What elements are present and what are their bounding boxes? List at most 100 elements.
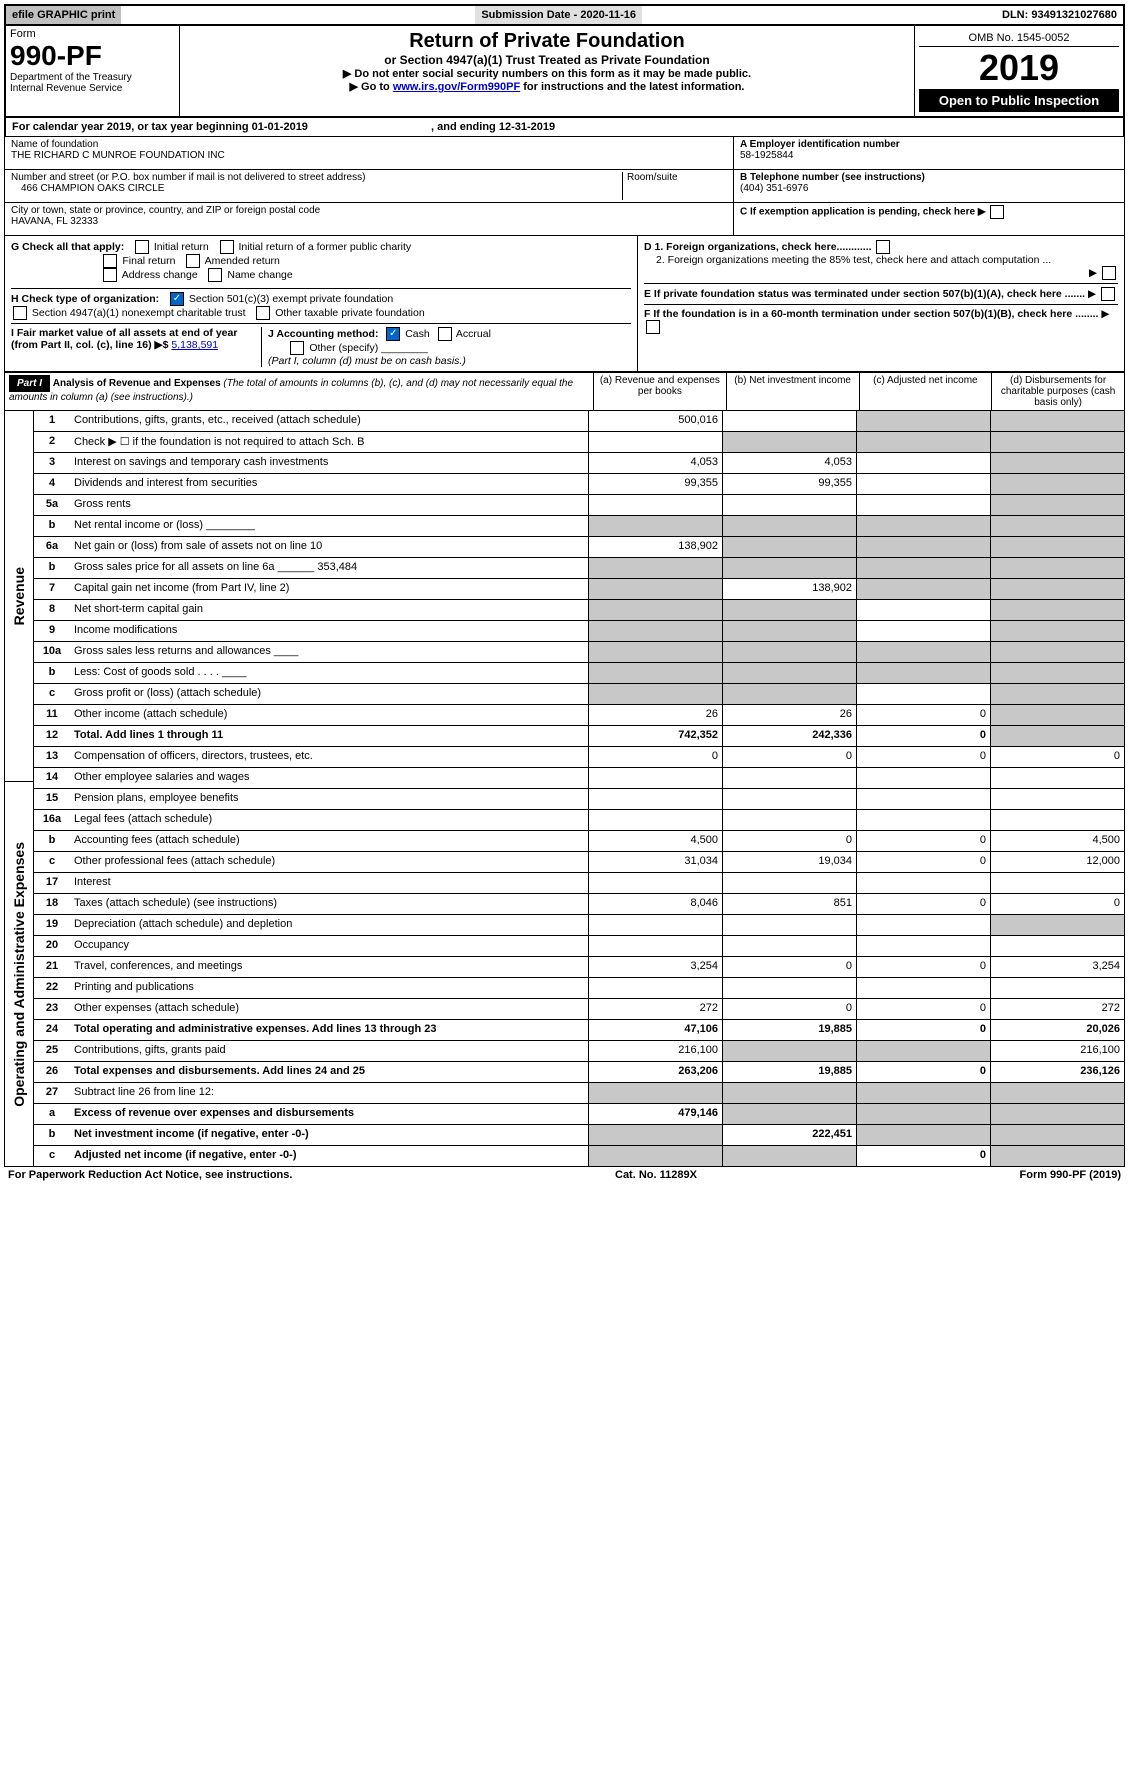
- cell-d: [990, 642, 1124, 662]
- line-number: 14: [34, 768, 70, 788]
- cell-a: 216,100: [588, 1041, 722, 1061]
- cell-c: 0: [856, 831, 990, 851]
- col-b-header: (b) Net investment income: [726, 373, 859, 410]
- cell-d: [990, 1083, 1124, 1103]
- f-60month: F If the foundation is in a 60-month ter…: [644, 304, 1118, 334]
- line-label: Dividends and interest from securities: [70, 474, 588, 494]
- efile-print[interactable]: efile GRAPHIC print: [6, 6, 121, 24]
- paperwork-notice: For Paperwork Reduction Act Notice, see …: [8, 1169, 292, 1181]
- cell-b: 0: [722, 999, 856, 1019]
- cell-a: 3,254: [588, 957, 722, 977]
- dln-number: DLN: 93491321027680: [996, 6, 1123, 24]
- line-label: Depreciation (attach schedule) and deple…: [70, 915, 588, 935]
- cell-d: [990, 810, 1124, 830]
- line-label: Interest on savings and temporary cash i…: [70, 453, 588, 473]
- cell-d: [990, 600, 1124, 620]
- amended-return-cb[interactable]: [186, 254, 200, 268]
- cell-d: [990, 432, 1124, 452]
- line-label: Less: Cost of goods sold . . . . ____: [70, 663, 588, 683]
- cell-d: [990, 978, 1124, 998]
- cell-d: [990, 579, 1124, 599]
- form-title: Return of Private Foundation: [184, 30, 910, 53]
- d2-85pct: 2. Foreign organizations meeting the 85%…: [644, 254, 1118, 266]
- line-16a: 16aLegal fees (attach schedule): [33, 810, 1125, 831]
- room-label: Room/suite: [622, 172, 727, 200]
- irs-link[interactable]: www.irs.gov/Form990PF: [393, 81, 520, 93]
- line-number: 2: [34, 432, 70, 452]
- line-number: 18: [34, 894, 70, 914]
- cell-b: [722, 915, 856, 935]
- cell-d: [990, 726, 1124, 746]
- 4947a1-cb[interactable]: [13, 306, 27, 320]
- cell-b: 99,355: [722, 474, 856, 494]
- cell-a: 47,106: [588, 1020, 722, 1040]
- line-number: c: [34, 684, 70, 704]
- cell-b: [722, 642, 856, 662]
- line-18: 18Taxes (attach schedule) (see instructi…: [33, 894, 1125, 915]
- initial-return-cb[interactable]: [135, 240, 149, 254]
- cell-b: 222,451: [722, 1125, 856, 1145]
- final-return-cb[interactable]: [103, 254, 117, 268]
- form-label: Form: [10, 28, 175, 40]
- line-label: Subtract line 26 from line 12:: [70, 1083, 588, 1103]
- cell-a: [588, 663, 722, 683]
- line-number: c: [34, 852, 70, 872]
- instr-goto: ▶ Go to www.irs.gov/Form990PF for instru…: [184, 80, 910, 93]
- line-19: 19Depreciation (attach schedule) and dep…: [33, 915, 1125, 936]
- fmv-value[interactable]: 5,138,591: [171, 339, 218, 351]
- cell-b: [722, 663, 856, 683]
- cell-b: [722, 1146, 856, 1166]
- cell-c: 0: [856, 726, 990, 746]
- f-cb[interactable]: [646, 320, 660, 334]
- line-b: bNet rental income or (loss) ________: [33, 516, 1125, 537]
- form-page: Form 990-PF (2019): [1020, 1169, 1121, 1181]
- cell-b: 4,053: [722, 453, 856, 473]
- cash-cb[interactable]: [386, 327, 400, 341]
- cell-c: [856, 915, 990, 935]
- initial-former-cb[interactable]: [220, 240, 234, 254]
- city-state-zip: HAVANA, FL 32333: [11, 216, 727, 227]
- line-label: Compensation of officers, directors, tru…: [70, 747, 588, 767]
- line-label: Total. Add lines 1 through 11: [70, 726, 588, 746]
- cell-b: [722, 1104, 856, 1124]
- c-checkbox[interactable]: [990, 205, 1004, 219]
- line-label: Other professional fees (attach schedule…: [70, 852, 588, 872]
- cell-b: [722, 684, 856, 704]
- cell-a: 99,355: [588, 474, 722, 494]
- cell-b: [722, 810, 856, 830]
- cell-a: [588, 915, 722, 935]
- cell-a: [588, 432, 722, 452]
- address-change-cb[interactable]: [103, 268, 117, 282]
- line-b: bAccounting fees (attach schedule)4,5000…: [33, 831, 1125, 852]
- d1-cb[interactable]: [876, 240, 890, 254]
- revenue-sidebar: Revenue: [11, 567, 27, 625]
- cell-a: [588, 684, 722, 704]
- line-number: 10a: [34, 642, 70, 662]
- line-15: 15Pension plans, employee benefits: [33, 789, 1125, 810]
- col-d-header: (d) Disbursements for charitable purpose…: [991, 373, 1124, 410]
- g-row: G Check all that apply: Initial return I…: [11, 240, 631, 282]
- e-cb[interactable]: [1101, 287, 1115, 301]
- cell-c: [856, 1083, 990, 1103]
- d2-cb[interactable]: [1102, 266, 1116, 280]
- accrual-cb[interactable]: [438, 327, 452, 341]
- line-number: 16a: [34, 810, 70, 830]
- other-method-cb[interactable]: [290, 341, 304, 355]
- other-taxable-cb[interactable]: [256, 306, 270, 320]
- 501c3-cb[interactable]: [170, 292, 184, 306]
- cell-d: [990, 684, 1124, 704]
- line-label: Pension plans, employee benefits: [70, 789, 588, 809]
- line-label: Occupancy: [70, 936, 588, 956]
- line-number: 27: [34, 1083, 70, 1103]
- line-label: Accounting fees (attach schedule): [70, 831, 588, 851]
- line-label: Check ▶ ☐ if the foundation is not requi…: [70, 432, 588, 452]
- name-change-cb[interactable]: [208, 268, 222, 282]
- cell-d: [990, 663, 1124, 683]
- cell-a: [588, 516, 722, 536]
- cell-d: 12,000: [990, 852, 1124, 872]
- line-25: 25Contributions, gifts, grants paid216,1…: [33, 1041, 1125, 1062]
- cell-d: 272: [990, 999, 1124, 1019]
- cell-c: 0: [856, 999, 990, 1019]
- cell-c: [856, 642, 990, 662]
- line-number: a: [34, 1104, 70, 1124]
